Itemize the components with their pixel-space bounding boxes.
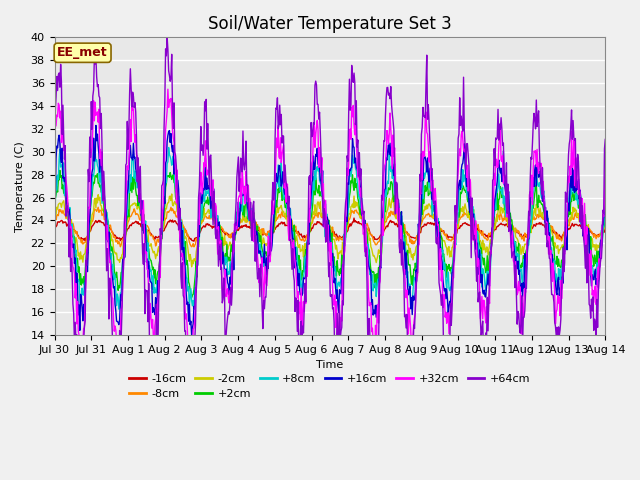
Line: +64cm: +64cm: [54, 37, 605, 418]
+16cm: [118, 298, 126, 303]
+32cm: [602, 159, 609, 165]
-16cm: [602, 225, 609, 231]
+64cm: [51, 146, 58, 152]
Line: -8cm: -8cm: [54, 207, 605, 247]
+16cm: [92, 122, 100, 128]
+2cm: [118, 269, 126, 275]
-16cm: [399, 226, 406, 231]
+64cm: [117, 335, 125, 341]
+16cm: [602, 175, 609, 180]
Line: +2cm: +2cm: [54, 170, 605, 298]
+16cm: [204, 186, 212, 192]
+32cm: [51, 144, 58, 149]
-8cm: [190, 244, 198, 250]
+16cm: [415, 221, 422, 227]
Line: +16cm: +16cm: [54, 125, 605, 335]
+8cm: [204, 191, 212, 196]
-16cm: [203, 222, 211, 228]
Title: Soil/Water Temperature Set 3: Soil/Water Temperature Set 3: [208, 15, 452, 33]
+2cm: [399, 230, 406, 236]
-2cm: [204, 208, 212, 214]
Legend: -16cm, -8cm, -2cm, +2cm, +8cm, +16cm, +32cm, +64cm: -16cm, -8cm, -2cm, +2cm, +8cm, +16cm, +3…: [125, 370, 535, 404]
-2cm: [602, 221, 609, 227]
+64cm: [602, 136, 609, 142]
+64cm: [204, 120, 212, 126]
Line: -16cm: -16cm: [54, 218, 605, 241]
+32cm: [61, 143, 68, 149]
-2cm: [168, 191, 175, 197]
+64cm: [163, 35, 171, 40]
+16cm: [51, 153, 58, 159]
+8cm: [175, 193, 182, 199]
+8cm: [115, 306, 123, 312]
+64cm: [174, 193, 182, 199]
-8cm: [117, 242, 125, 248]
+16cm: [174, 177, 182, 183]
+2cm: [56, 168, 64, 173]
-8cm: [399, 224, 406, 230]
-2cm: [174, 210, 182, 216]
+32cm: [113, 381, 121, 386]
+16cm: [188, 332, 195, 338]
-16cm: [173, 221, 181, 227]
+32cm: [204, 168, 212, 173]
+64cm: [184, 415, 191, 420]
-2cm: [51, 217, 58, 223]
-8cm: [174, 215, 182, 220]
-16cm: [350, 215, 358, 221]
+32cm: [118, 303, 126, 309]
+8cm: [415, 244, 422, 250]
-2cm: [188, 264, 195, 270]
-2cm: [61, 204, 68, 210]
X-axis label: Time: Time: [316, 360, 344, 370]
-8cm: [415, 232, 422, 238]
Line: +32cm: +32cm: [54, 89, 605, 384]
+2cm: [204, 194, 212, 200]
+64cm: [61, 156, 68, 162]
+8cm: [165, 144, 173, 150]
+64cm: [415, 236, 422, 241]
-16cm: [415, 231, 422, 237]
+8cm: [51, 206, 58, 212]
+32cm: [399, 246, 406, 252]
+2cm: [188, 295, 195, 300]
-2cm: [399, 224, 406, 229]
Line: -2cm: -2cm: [54, 194, 605, 267]
-8cm: [602, 219, 609, 225]
+32cm: [164, 86, 172, 92]
+2cm: [61, 192, 69, 198]
-8cm: [204, 215, 212, 221]
+2cm: [51, 204, 58, 209]
-16cm: [190, 239, 198, 244]
+64cm: [399, 239, 406, 244]
Line: +8cm: +8cm: [54, 147, 605, 309]
+8cm: [602, 192, 609, 198]
Text: EE_met: EE_met: [58, 46, 108, 59]
-16cm: [61, 219, 68, 225]
-2cm: [415, 239, 422, 245]
+16cm: [399, 240, 406, 246]
+32cm: [415, 242, 422, 248]
-16cm: [117, 236, 125, 241]
-16cm: [51, 226, 58, 232]
+8cm: [118, 275, 126, 281]
-2cm: [117, 256, 125, 262]
+8cm: [61, 192, 68, 198]
+16cm: [61, 179, 68, 184]
+8cm: [399, 234, 406, 240]
-8cm: [51, 221, 58, 227]
Y-axis label: Temperature (C): Temperature (C): [15, 141, 25, 231]
+2cm: [415, 231, 422, 237]
-8cm: [61, 212, 68, 217]
+2cm: [602, 212, 609, 217]
-8cm: [167, 204, 175, 210]
+2cm: [174, 208, 182, 214]
+32cm: [175, 216, 182, 222]
